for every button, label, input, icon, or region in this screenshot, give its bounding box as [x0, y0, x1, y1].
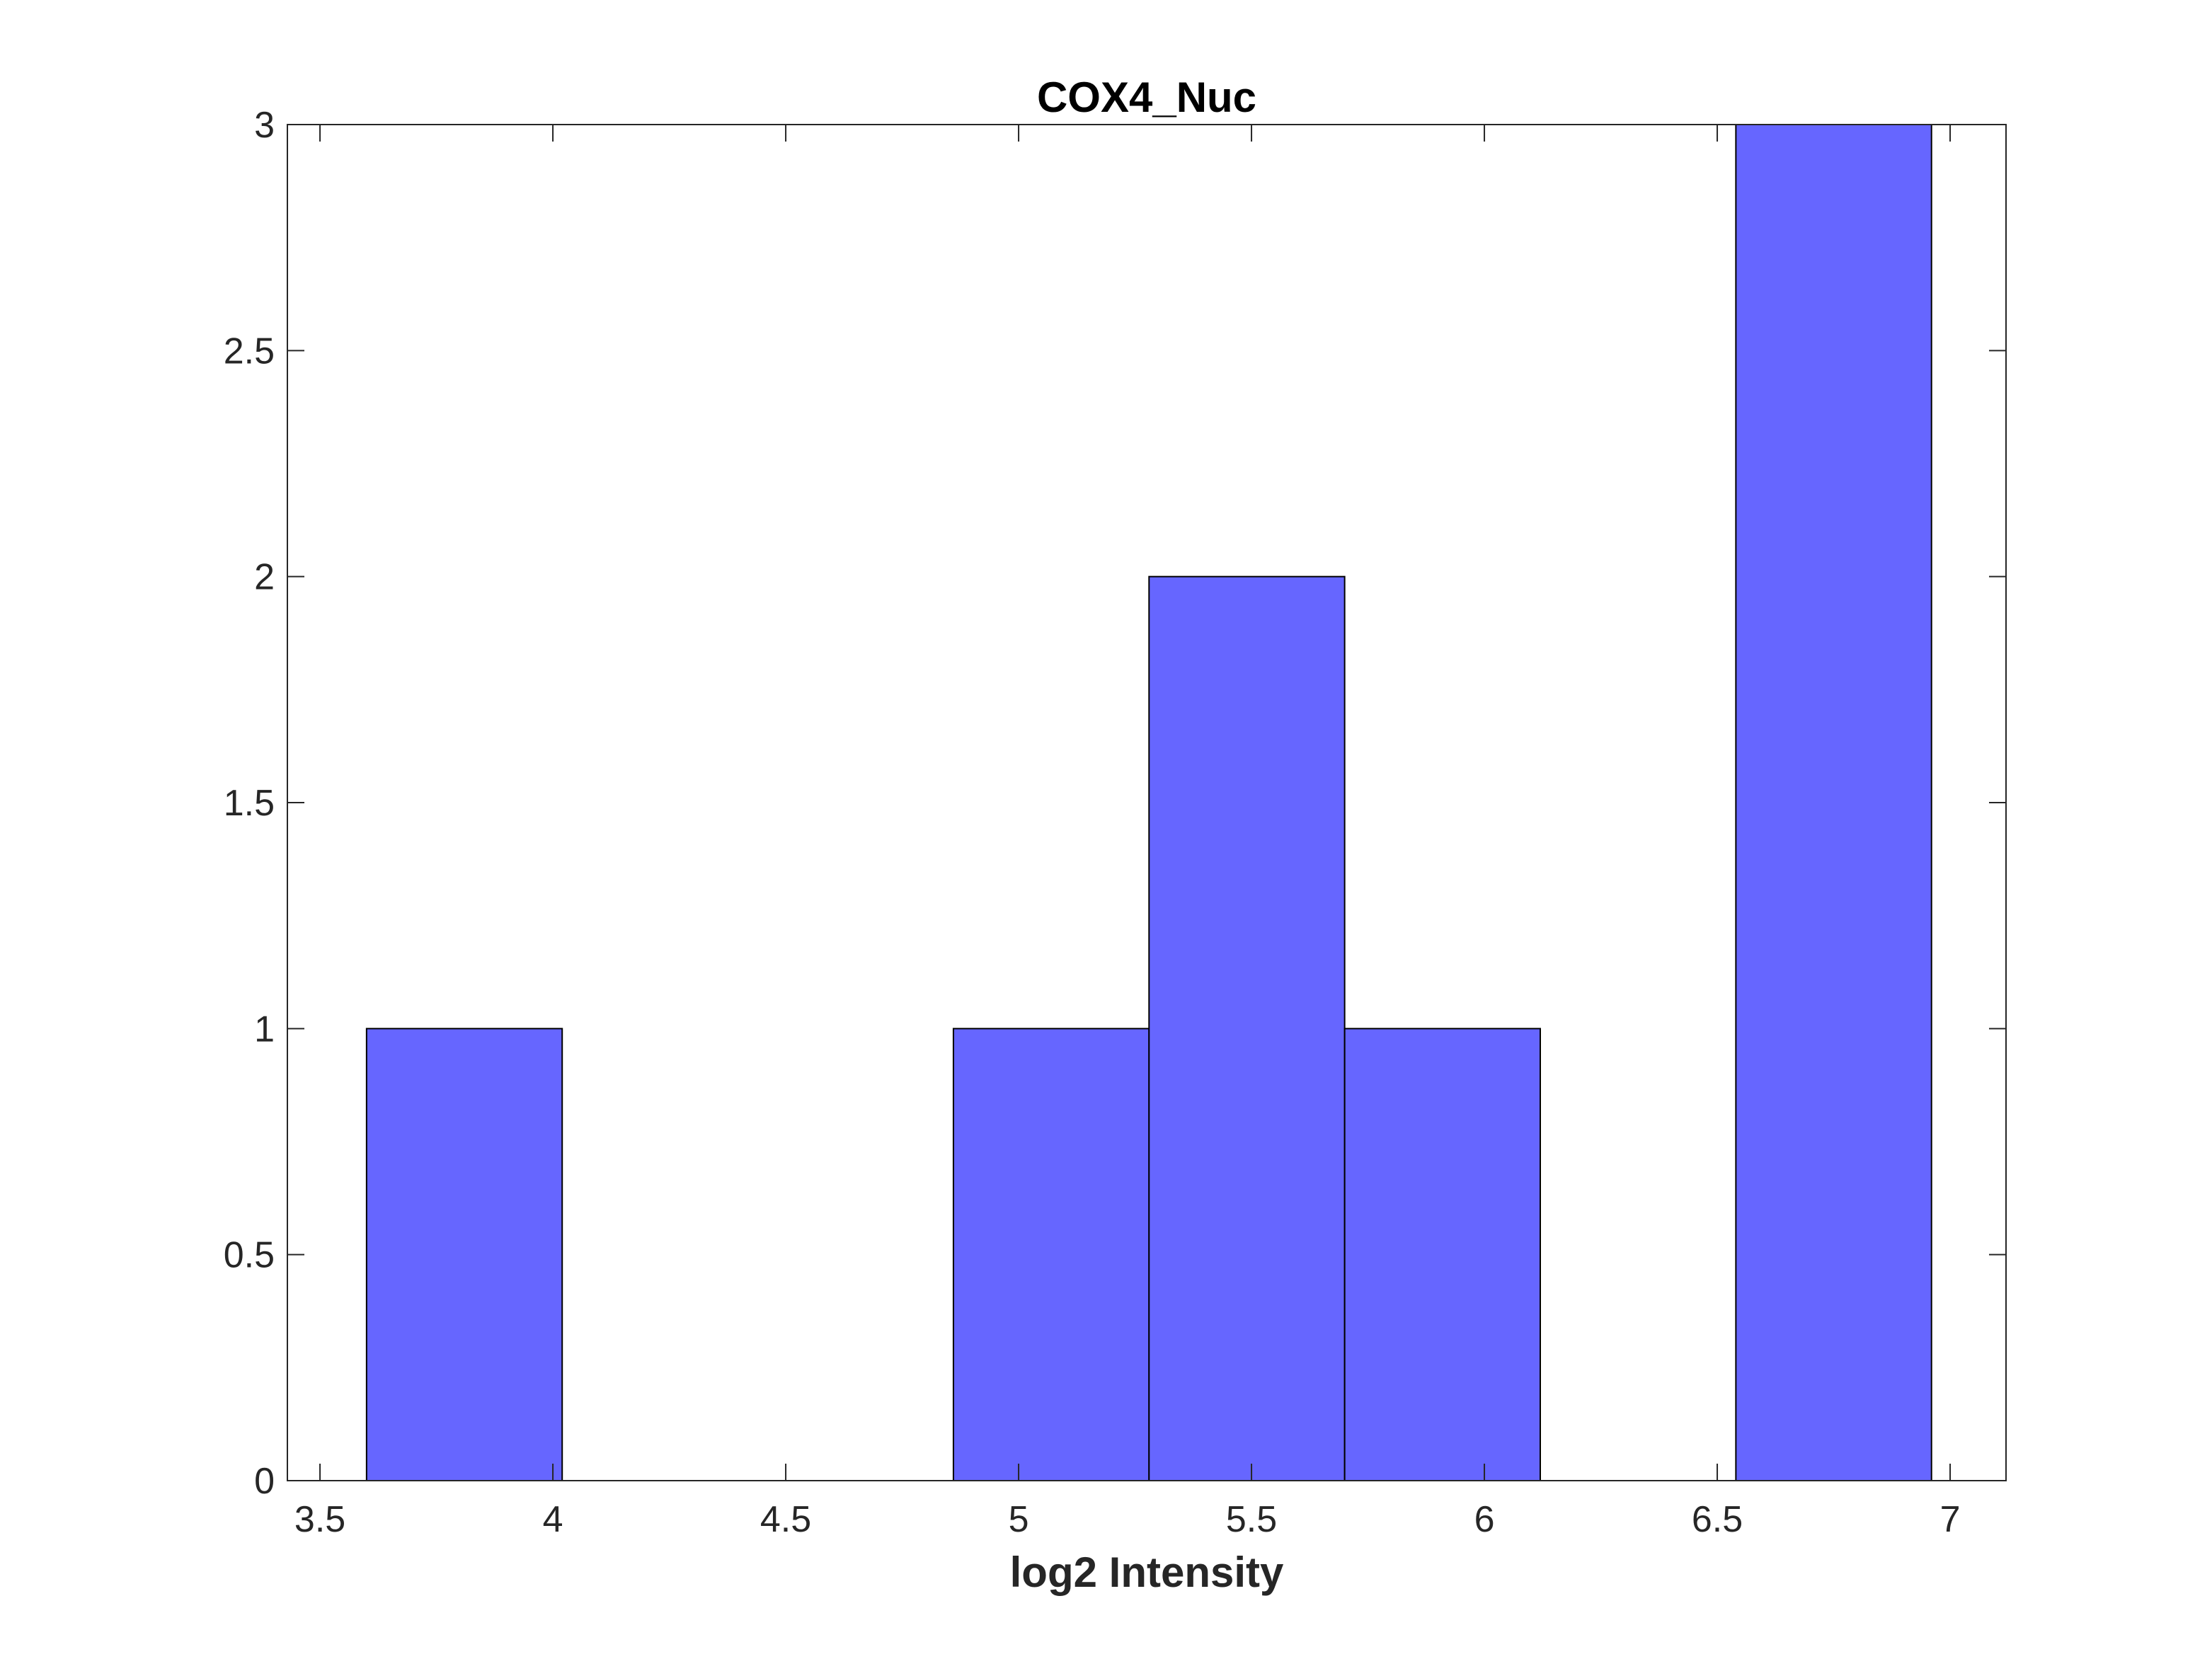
x-axis-label: log2 Intensity	[1010, 1549, 1284, 1596]
x-tick-label: 5.5	[1226, 1499, 1277, 1540]
histogram-bar	[1735, 124, 1932, 1481]
y-tick-label: 1	[254, 1009, 275, 1050]
x-tick-label: 7	[1940, 1499, 1961, 1540]
axis-ticks: 3.5 4 4.5 5 5.5 6 6.5 7 0 0.5 1 1.5 2 2.5 3	[224, 105, 2006, 1540]
histogram-bar	[1343, 1028, 1542, 1482]
chart-title: COX4_Nuc	[1037, 74, 1256, 121]
x-tick-label: 5	[1009, 1499, 1029, 1540]
y-tick-label: 2.5	[224, 331, 275, 372]
histogram-bars	[365, 124, 1932, 1482]
x-tick-label: 4	[543, 1499, 563, 1540]
axes-box	[287, 124, 2007, 1481]
y-tick-label: 0	[254, 1461, 275, 1502]
y-tick-label: 0.5	[224, 1235, 275, 1276]
histogram-bar	[365, 1028, 563, 1482]
x-tick-label: 4.5	[760, 1499, 811, 1540]
histogram-bar	[952, 1028, 1150, 1482]
x-tick-label: 6.5	[1692, 1499, 1743, 1540]
x-tick-label: 3.5	[294, 1499, 345, 1540]
histogram-bar	[1148, 575, 1346, 1482]
y-tick-label: 2	[254, 557, 275, 598]
y-tick-label: 1.5	[224, 783, 275, 824]
x-tick-label: 6	[1474, 1499, 1495, 1540]
y-tick-label: 3	[254, 105, 275, 146]
